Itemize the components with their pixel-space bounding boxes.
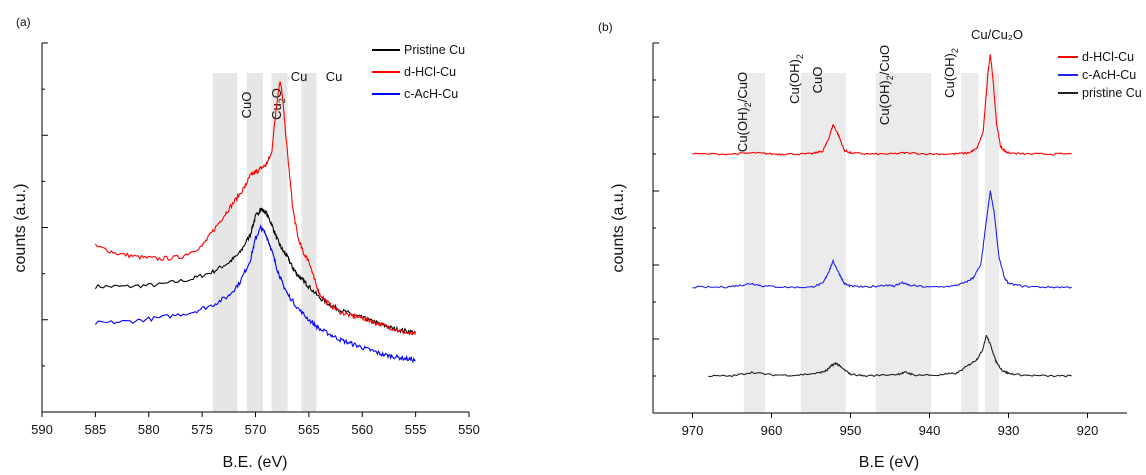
series-line xyxy=(94,81,417,336)
legend-b: d-HCl-Cu c-AcH-Cu pristine Cu xyxy=(1058,50,1142,100)
band-label-b-5: Cu(OH)2 xyxy=(942,48,960,98)
x-tick-label: 565 xyxy=(298,422,320,437)
band-label-a-cu2o-sub: 2 xyxy=(277,98,287,103)
y-axis-label-a: counts (a.u.) xyxy=(12,184,29,273)
legend-label: pristine Cu xyxy=(1082,86,1142,100)
y-ticks-b xyxy=(653,42,659,414)
band-regions-b xyxy=(743,73,1000,413)
band-region xyxy=(743,73,766,413)
legend-label: c-AcH-Cu xyxy=(404,87,458,101)
panel-a: (a) CuO Cu2O Cu Cu 590 585 580 575 570 565 560… xyxy=(12,15,480,471)
band-region xyxy=(212,73,238,412)
plot-lines-a xyxy=(94,81,417,364)
legend-label: d-HCl-Cu xyxy=(404,65,456,79)
panel-a-label: (a) xyxy=(16,15,31,29)
band-label-b-4-pre: Cu(OH) xyxy=(877,80,892,125)
band-label-a-cu2o-tail: O xyxy=(269,88,284,98)
band-label-b-2-pre: Cu(OH) xyxy=(787,59,802,104)
x-tick-label: 960 xyxy=(761,423,783,438)
x-tick-label: 570 xyxy=(245,422,267,437)
x-ticks-b: 970 960 950 940 930 920 xyxy=(682,413,1099,438)
x-tick-label: 585 xyxy=(85,422,107,437)
band-label-b-4-sub: 2 xyxy=(885,75,895,80)
band-region xyxy=(271,73,288,412)
x-tick-label: 550 xyxy=(458,422,480,437)
panel-b: (b) Cu(OH)2/CuO Cu(OH)2 CuO Cu(OH)2/CuO … xyxy=(598,20,1142,471)
legend-label: c-AcH-Cu xyxy=(1082,68,1136,82)
band-label-b-1-pre: Cu(OH) xyxy=(735,107,750,152)
band-label-b-1-sub: 2 xyxy=(743,102,753,107)
band-region xyxy=(822,73,846,413)
x-axis-label-b: B.E (eV) xyxy=(859,454,919,471)
band-label-b-3: CuO xyxy=(810,67,825,94)
band-region xyxy=(301,73,317,412)
legend-label: Pristine Cu xyxy=(404,43,465,57)
band-label-b-4: Cu(OH)2/CuO xyxy=(877,45,895,125)
panel-b-label: (b) xyxy=(598,20,613,34)
band-label-a-cu1: Cu xyxy=(291,69,308,84)
band-label-a-cu2: Cu xyxy=(326,69,343,84)
x-tick-label: 930 xyxy=(998,423,1020,438)
series-line xyxy=(692,54,1072,156)
y-axis-label-b: counts (a.u.) xyxy=(610,184,627,273)
x-tick-label: 590 xyxy=(31,422,53,437)
band-region xyxy=(246,73,263,412)
x-tick-label: 950 xyxy=(840,423,862,438)
band-label-b-6: Cu/Cu₂O xyxy=(971,27,1023,42)
band-region xyxy=(800,73,823,413)
x-tick-label: 940 xyxy=(919,423,941,438)
legend-a: Pristine Cu d-HCl-Cu c-AcH-Cu xyxy=(372,43,465,101)
band-label-b-4-post: /CuO xyxy=(877,45,892,75)
band-region xyxy=(984,73,1000,413)
band-label-b-2-sub: 2 xyxy=(795,54,805,59)
band-label-b-2: Cu(OH)2 xyxy=(787,54,805,104)
band-label-b-5-sub: 2 xyxy=(950,48,960,53)
x-tick-label: 575 xyxy=(191,422,213,437)
y-ticks-a xyxy=(42,42,48,413)
band-label-a-cuo: CuO xyxy=(239,92,254,119)
band-label-b-1: Cu(OH)2/CuO xyxy=(735,72,753,152)
x-ticks-a: 590 585 580 575 570 565 560 555 550 xyxy=(31,412,480,437)
x-tick-label: 970 xyxy=(682,423,704,438)
series-line xyxy=(94,224,416,364)
x-tick-label: 920 xyxy=(1077,423,1099,438)
series-line xyxy=(692,190,1072,289)
series-line xyxy=(94,207,417,336)
band-label-b-1-post: /CuO xyxy=(735,72,750,102)
x-tick-label: 555 xyxy=(405,422,427,437)
band-region xyxy=(875,73,932,413)
legend-label: d-HCl-Cu xyxy=(1082,50,1134,64)
band-region xyxy=(961,73,979,413)
band-label-b-5-pre: Cu(OH) xyxy=(942,53,957,98)
x-tick-label: 580 xyxy=(138,422,160,437)
x-axis-label-a: B.E. (eV) xyxy=(223,454,288,471)
x-tick-label: 560 xyxy=(351,422,373,437)
band-regions-a xyxy=(212,73,317,412)
series-line xyxy=(708,334,1072,378)
plot-lines-b xyxy=(692,54,1072,378)
